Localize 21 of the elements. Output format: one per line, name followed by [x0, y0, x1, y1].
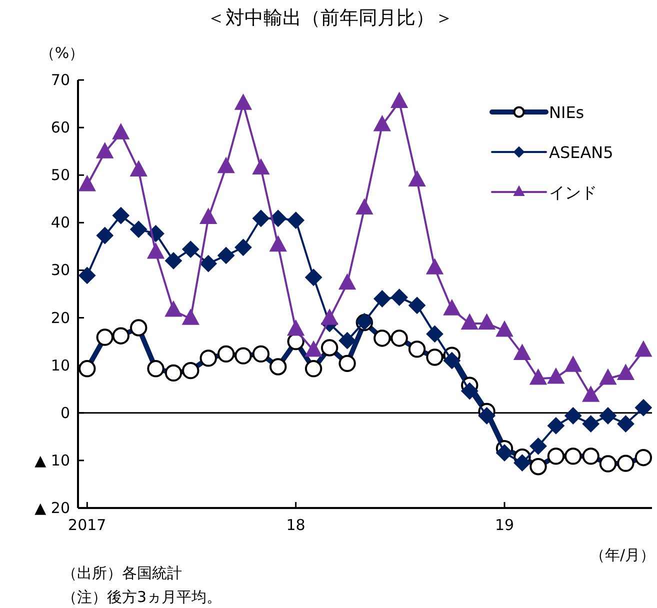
legend-label: NIEs — [549, 103, 584, 122]
y-tick-label: 0 — [60, 404, 70, 422]
y-tick-label: ▲ 20 — [34, 499, 70, 517]
text: （出所）各国統計 — [62, 564, 182, 582]
x-tick-label: 2017 — [68, 516, 106, 534]
y-tick-label: 40 — [50, 214, 70, 232]
x-tick-label: 19 — [494, 516, 514, 534]
y-tick-label: 10 — [50, 356, 70, 374]
y-tick-label: 60 — [50, 118, 70, 137]
y-tick-label: 70 — [50, 71, 70, 89]
y-tick-label: 30 — [50, 261, 70, 280]
y-tick-label: ▲ 10 — [34, 451, 70, 470]
y-tick-label: 20 — [50, 308, 70, 327]
x-tick-label: 18 — [286, 516, 306, 534]
y-tick-label: 50 — [50, 166, 70, 184]
chart-title: ＜対中輸出（前年同月比）＞ — [206, 7, 454, 29]
legend-label: ASEAN5 — [549, 143, 614, 162]
x-axis-title: （年/月） — [590, 546, 655, 564]
y-axis-title: （%） — [40, 44, 84, 62]
legend-label: インド — [549, 183, 597, 202]
text: （注）後方3ヵ月平均。 — [62, 588, 222, 606]
